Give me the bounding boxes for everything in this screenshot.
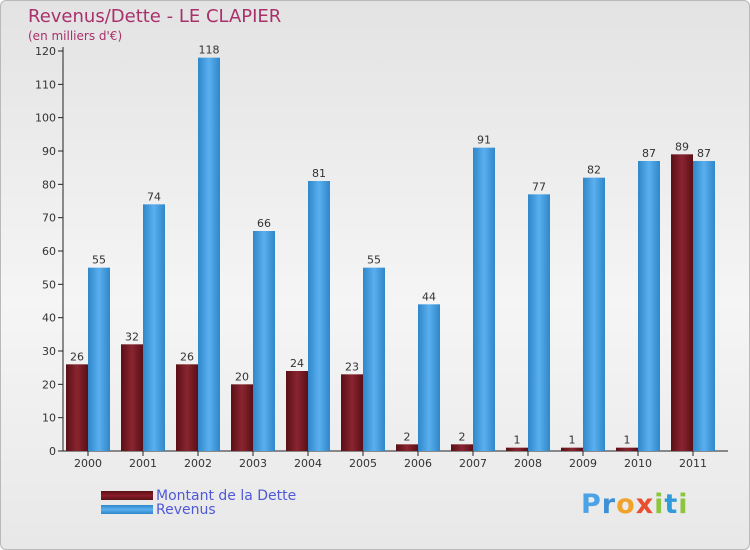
logo-letter: i [654, 489, 665, 520]
y-tick-label: 110 [35, 78, 56, 91]
bar-debt [561, 447, 583, 451]
x-tick-label: 2007 [459, 457, 487, 470]
logo-letter: t [664, 489, 679, 520]
bar-revenue [308, 181, 330, 451]
data-label: 2 [459, 430, 466, 443]
legend-item-revenue: Revenus [101, 501, 216, 518]
bar-debt [286, 371, 308, 451]
data-label: 1 [569, 434, 576, 447]
data-label: 91 [477, 134, 491, 147]
data-label: 55 [92, 254, 106, 267]
logo-letter: o [616, 489, 636, 520]
legend-item-debt: Montant de la Dette [101, 487, 297, 504]
chart-title: Revenus/Dette - LE CLAPIER [28, 6, 282, 27]
bar-revenue [583, 177, 605, 451]
y-tick-label: 10 [42, 412, 56, 425]
bar-debt [121, 344, 143, 451]
logo-letter: i [678, 489, 689, 520]
bar-revenue [418, 304, 440, 451]
bar-debt [396, 444, 418, 451]
y-tick-label: 20 [42, 378, 56, 391]
y-tick-label: 0 [49, 445, 56, 458]
bar-revenue [363, 267, 385, 451]
x-tick-label: 2010 [624, 457, 652, 470]
data-label: 1 [514, 434, 521, 447]
logo-letter: P [581, 489, 602, 520]
bar-debt [506, 447, 528, 451]
bar-revenue [528, 194, 550, 452]
x-tick-label: 2002 [184, 457, 212, 470]
y-tick-label: 30 [42, 345, 56, 358]
data-label: 55 [367, 254, 381, 267]
chart-subtitle: (en milliers d'€) [28, 29, 123, 43]
data-label: 66 [257, 217, 271, 230]
bar-revenue [143, 204, 165, 451]
data-label: 82 [587, 164, 601, 177]
data-label: 32 [125, 330, 139, 343]
y-tick-label: 70 [42, 212, 56, 225]
y-tick-label: 40 [42, 312, 56, 325]
bar-revenue [88, 267, 110, 451]
data-label: 44 [422, 290, 436, 303]
data-label: 1 [624, 434, 631, 447]
y-tick-label: 80 [42, 178, 56, 191]
bar-debt [616, 447, 638, 451]
data-label: 20 [235, 370, 249, 383]
bar-debt [176, 364, 198, 451]
data-label: 26 [180, 350, 194, 363]
x-tick-label: 2005 [349, 457, 377, 470]
bar-revenue [198, 57, 220, 452]
bar-debt [231, 384, 253, 451]
x-tick-label: 2006 [404, 457, 432, 470]
y-tick-label: 120 [35, 45, 56, 58]
bar-debt [451, 444, 473, 451]
logo-letter: r [601, 489, 617, 520]
x-tick-label: 2008 [514, 457, 542, 470]
data-label: 77 [532, 180, 546, 193]
data-label: 87 [642, 147, 656, 160]
bar-revenue [253, 231, 275, 451]
bar-debt [66, 364, 88, 451]
data-label: 24 [290, 357, 304, 370]
data-label: 23 [345, 360, 359, 373]
data-label: 74 [147, 190, 161, 203]
y-tick-label: 90 [42, 145, 56, 158]
data-label: 26 [70, 350, 84, 363]
proxiti-logo: Proxiti [581, 489, 689, 520]
legend-swatch-revenue [101, 505, 153, 514]
y-tick-label: 50 [42, 278, 56, 291]
data-label: 118 [199, 44, 220, 57]
x-tick-label: 2003 [239, 457, 267, 470]
data-label: 87 [697, 147, 711, 160]
data-label: 89 [675, 140, 689, 153]
y-tick-label: 100 [35, 112, 56, 125]
bar-revenue [693, 161, 715, 451]
legend-label-debt: Montant de la Dette [156, 487, 297, 504]
bar-debt [671, 154, 693, 452]
x-tick-label: 2001 [129, 457, 157, 470]
y-tick-label: 60 [42, 245, 56, 258]
bar-revenue [473, 147, 495, 451]
legend-swatch-debt [101, 491, 153, 500]
x-tick-label: 2000 [74, 457, 102, 470]
legend-label-revenue: Revenus [156, 501, 216, 518]
bar-debt [341, 374, 363, 451]
logo-letter: x [635, 489, 655, 520]
bar-revenue [638, 161, 660, 451]
x-tick-label: 2004 [294, 457, 322, 470]
data-label: 2 [404, 430, 411, 443]
x-tick-label: 2011 [679, 457, 707, 470]
data-label: 81 [312, 167, 326, 180]
x-tick-label: 2009 [569, 457, 597, 470]
